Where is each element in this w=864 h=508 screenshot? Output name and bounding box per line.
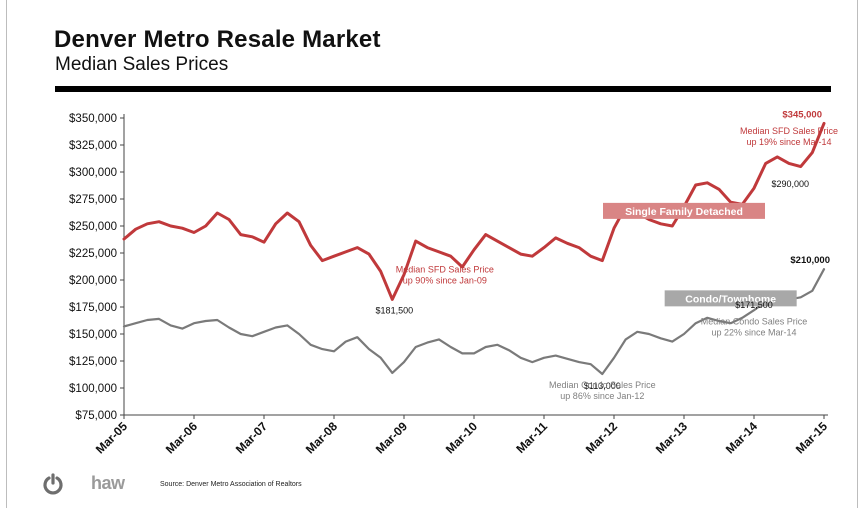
x-tick-label: Mar-07: [233, 419, 270, 456]
annotation-text: $171,500: [735, 300, 773, 310]
y-tick-label: $100,000: [69, 383, 117, 395]
annotation-text: $345,000: [782, 109, 822, 120]
series-label-condo: Condo/Townhome: [685, 293, 776, 305]
annotation-text: up 86% since Jan-12: [560, 391, 644, 401]
y-tick-label: $325,000: [69, 140, 117, 152]
y-tick-label: $300,000: [69, 167, 117, 179]
y-tick-label: $150,000: [69, 329, 117, 341]
x-tick-label: Mar-05: [93, 419, 130, 456]
annotation-text: up 19% since Mar-14: [746, 137, 831, 147]
x-tick-label: Mar-13: [653, 419, 690, 456]
chart-subtitle: Median Sales Prices: [55, 54, 229, 75]
series-label-box-sfd: [603, 202, 765, 219]
x-tick-label: Mar-08: [303, 419, 340, 456]
annotation-text: up 22% since Mar-14: [711, 327, 796, 337]
annotation-text: Median SFD Sales Price: [740, 126, 838, 136]
y-tick-label: $125,000: [69, 356, 117, 368]
x-tick-label: Mar-14: [723, 419, 760, 456]
x-tick-label: Mar-11: [513, 419, 550, 456]
y-tick-label: $350,000: [69, 113, 117, 125]
company-logo: haw: [91, 473, 125, 493]
annotation-text: Median Condo Sales Price: [549, 380, 656, 390]
y-tick-label: $250,000: [69, 221, 117, 233]
chart-title: Denver Metro Resale Market: [54, 26, 381, 53]
annotation-text: $290,000: [772, 179, 810, 189]
power-icon: [43, 473, 63, 495]
series-line-sfd: [122, 121, 826, 301]
x-tick-label: Mar-09: [373, 419, 410, 456]
x-tick-label: Mar-12: [583, 419, 620, 456]
frame-border-left: [6, 0, 7, 508]
series-label-sfd: Single Family Detached: [625, 206, 743, 218]
y-tick-label: $275,000: [69, 194, 117, 206]
annotation-text: up 90% since Jan-09: [403, 275, 487, 285]
annotation-text: $113,000: [584, 381, 621, 391]
y-tick-label: $225,000: [69, 248, 117, 260]
y-tick-label: $200,000: [69, 275, 117, 287]
source-note: Source: Denver Metro Association of Real…: [160, 481, 302, 488]
series-line-condo: [122, 268, 826, 376]
annotation-text: $210,000: [790, 255, 830, 266]
x-tick-label: Mar-06: [163, 419, 200, 456]
annotation-text: Median Condo Sales Price: [701, 316, 808, 326]
x-tick-label: Mar-10: [443, 419, 480, 456]
x-tick-label: Mar-15: [793, 419, 830, 456]
annotation-text: Median SFD Sales Price: [396, 264, 494, 274]
annotation-text: $181,500: [376, 305, 414, 315]
series-label-box-condo: [664, 290, 797, 307]
frame-border-right: [857, 0, 858, 508]
title-rule: [55, 86, 831, 92]
y-tick-label: $175,000: [69, 302, 117, 314]
y-tick-label: $75,000: [75, 410, 117, 422]
